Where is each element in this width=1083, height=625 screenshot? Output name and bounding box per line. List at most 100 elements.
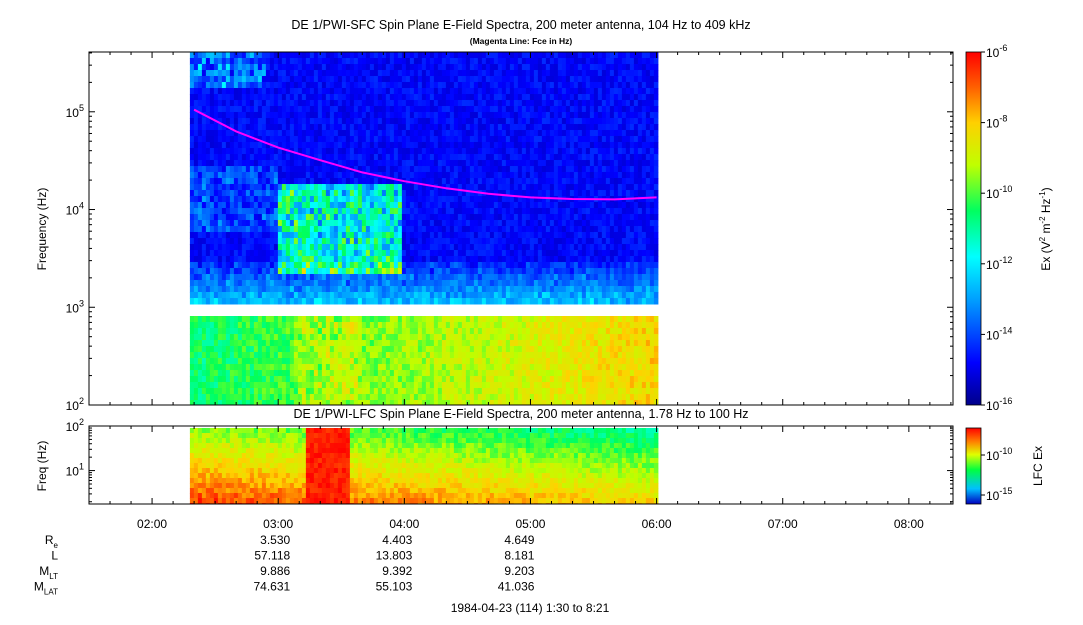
spectrogram-cell <box>213 328 219 335</box>
spectrogram-cell <box>189 292 195 299</box>
spectrogram-cell <box>517 370 523 377</box>
spectrogram-cell <box>517 208 523 215</box>
spectrogram-cell <box>477 52 483 59</box>
spectrogram-cell <box>269 106 275 113</box>
spectrogram-cell <box>493 358 499 365</box>
spectrogram-cell <box>477 298 483 305</box>
spectrogram-cell <box>277 298 283 305</box>
spectrogram-cell <box>497 124 503 131</box>
spectrogram-cell <box>369 238 375 245</box>
spectrogram-cell <box>489 400 495 405</box>
spectrogram-cell <box>449 376 455 383</box>
spectrogram-cell <box>429 76 435 83</box>
spectrogram-cell <box>421 226 427 233</box>
spectrogram-cell <box>357 52 363 59</box>
spectrogram-cell <box>261 82 267 89</box>
spectrogram-cell <box>377 316 383 323</box>
spectrogram-cell <box>509 88 515 95</box>
spectrogram-cell <box>229 154 235 161</box>
spectrogram-cell <box>497 238 503 245</box>
spectrogram-cell <box>377 352 383 359</box>
spectrogram-cell <box>201 184 207 191</box>
spectrogram-cell <box>361 112 367 119</box>
spectrogram-cell <box>409 394 415 401</box>
spectrogram-cell <box>417 286 423 293</box>
spectrogram-cell <box>201 322 207 329</box>
spectrogram-cell <box>349 82 355 89</box>
spectrogram-cell <box>349 196 355 203</box>
spectrogram-cell <box>273 58 279 65</box>
spectrogram-cell <box>217 160 223 167</box>
spectrogram-cell <box>461 346 467 353</box>
spectrogram-cell <box>385 64 391 71</box>
spectrogram-cell <box>305 202 311 209</box>
spectrogram-cell <box>409 94 415 101</box>
spectrogram-cell <box>369 58 375 65</box>
spectrogram-cell <box>377 100 383 107</box>
spectrogram-cell <box>349 136 355 143</box>
spectrogram-cell <box>385 106 391 113</box>
spectrogram-cell <box>253 358 259 365</box>
spectrogram-cell <box>297 190 303 197</box>
spectrogram-cell <box>213 148 219 155</box>
spectrogram-cell <box>505 148 511 155</box>
spectrogram-cell <box>365 130 371 137</box>
spectrogram-cell <box>413 106 419 113</box>
spectrogram-cell <box>329 370 335 377</box>
spectrogram-cell <box>409 226 415 233</box>
spectrogram-cell <box>345 190 351 197</box>
spectrogram-cell <box>465 100 471 107</box>
spectrogram-cell <box>453 232 459 239</box>
spectrogram-cell <box>261 100 267 107</box>
spectrogram-cell <box>401 202 407 209</box>
spectrogram-cell <box>281 280 287 287</box>
spectrogram-cell <box>457 112 463 119</box>
spectrogram-cell <box>497 58 503 65</box>
spectrogram-cell <box>225 70 231 77</box>
spectrogram-cell <box>441 346 447 353</box>
spectrogram-cell <box>357 394 363 401</box>
spectrogram-cell <box>189 274 195 281</box>
spectrogram-cell <box>225 172 231 179</box>
spectrogram-cell <box>273 154 279 161</box>
spectrogram-cell <box>285 124 291 131</box>
spectrogram-cell <box>469 382 475 389</box>
spectrogram-cell <box>445 184 451 191</box>
spectrogram-cell <box>237 244 243 251</box>
spectrogram-cell <box>361 58 367 65</box>
spectrogram-cell <box>337 64 343 71</box>
spectrogram-cell <box>473 400 479 405</box>
spectrogram-cell <box>257 232 263 239</box>
spectrogram-cell <box>389 370 395 377</box>
spectrogram-cell <box>401 160 407 167</box>
spectrogram-cell <box>361 160 367 167</box>
spectrogram-cell <box>465 256 471 263</box>
spectrogram-cell <box>457 190 463 197</box>
spectrogram-cell <box>345 250 351 257</box>
spectrogram-cell <box>469 118 475 125</box>
spectrogram-cell <box>537 64 543 71</box>
spectrogram-cell <box>361 226 367 233</box>
spectrogram-cell <box>405 328 411 335</box>
spectrogram-cell <box>317 172 323 179</box>
spectrogram-cell <box>413 280 419 287</box>
spectrogram-cell <box>265 316 271 323</box>
spectrogram-cell <box>269 64 275 71</box>
spectrogram-cell <box>305 178 311 185</box>
spectrogram-cell <box>205 226 211 233</box>
spectrogram-cell <box>205 142 211 149</box>
spectrogram-cell <box>193 244 199 251</box>
spectrogram-cell <box>409 124 415 131</box>
spectrogram-cell <box>529 388 535 395</box>
spectrogram-cell <box>329 124 335 131</box>
spectrogram-cell <box>325 292 331 299</box>
spectrogram-cell <box>533 142 539 149</box>
spectrogram-cell <box>353 160 359 167</box>
spectrogram-cell <box>189 82 195 89</box>
spectrogram-cell <box>521 268 527 275</box>
spectrogram-cell <box>209 376 215 383</box>
spectrogram-cell <box>521 334 527 341</box>
spectrogram-cell <box>233 64 239 71</box>
spectrogram-cell <box>297 178 303 185</box>
spectrogram-cell <box>293 88 299 95</box>
